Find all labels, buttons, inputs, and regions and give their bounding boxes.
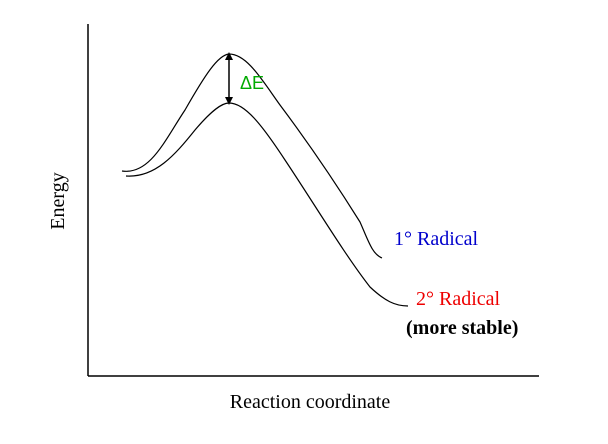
delta-e-label: ΔE [240, 73, 264, 93]
x-axis-label: Reaction coordinate [230, 391, 391, 413]
primary-radical-label: 1° Radical [394, 228, 479, 250]
secondary-radical-note: (more stable) [406, 317, 518, 339]
y-axis-label: Energy [47, 172, 69, 229]
secondary-radical-label: 2° Radical [416, 288, 501, 310]
primary-radical-curve [121, 53, 383, 259]
secondary-radical-curve [125, 102, 409, 307]
